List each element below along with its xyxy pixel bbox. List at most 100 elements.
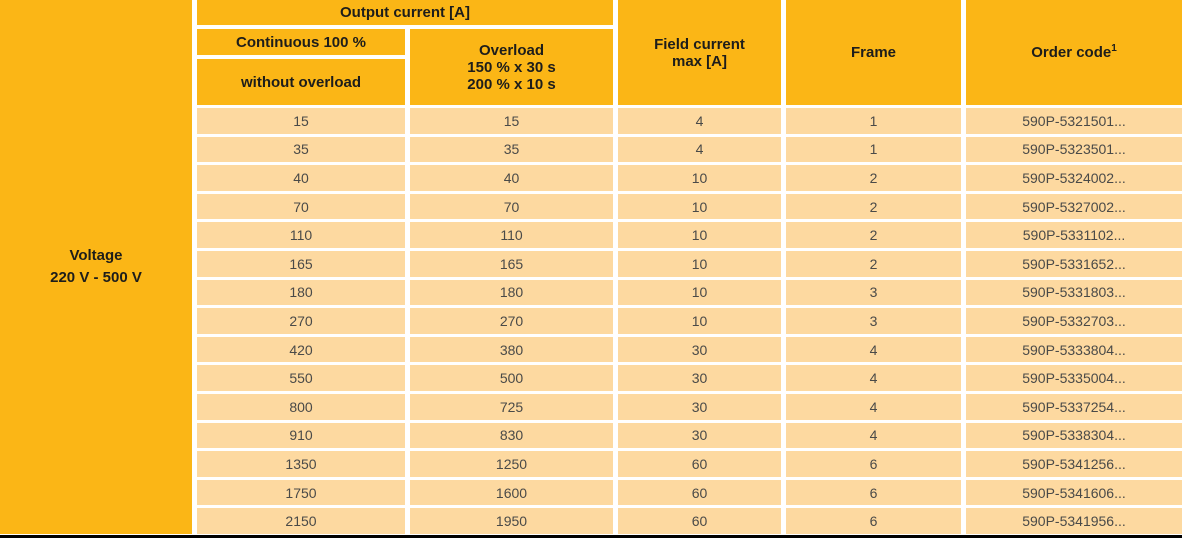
cell-order-code: 590P-5341956...: [966, 508, 1182, 534]
cell-field-current: 30: [618, 365, 781, 391]
cell-field-current: 30: [618, 393, 781, 420]
header-overload-line3: 200 % x 10 s: [467, 75, 556, 93]
cell-frame: 6: [786, 508, 961, 534]
cell-order-code: 590P-5335004...: [966, 365, 1182, 391]
cell-frame: 1: [786, 108, 961, 134]
cell-overload-current: 40: [410, 165, 613, 191]
header-overload-line2: 150 % x 30 s: [467, 58, 556, 76]
cell-field-current: 4: [618, 108, 781, 134]
header-overload: Overload 150 % x 30 s 200 % x 10 s: [410, 29, 613, 105]
header-field-current-line1: Field current: [654, 35, 745, 53]
cell-overload-current: 725: [410, 393, 613, 420]
cell-frame: 2: [786, 193, 961, 220]
cell-order-code: 590P-5341606...: [966, 479, 1182, 506]
cell-continuous-current: 910: [197, 422, 405, 449]
header-order-code: Order code1: [966, 0, 1182, 105]
cell-overload-current: 500: [410, 365, 613, 391]
cell-overload-current: 1600: [410, 479, 613, 506]
cell-frame: 6: [786, 451, 961, 477]
table-main-area: Output current [A] Continuous 100 % with…: [197, 0, 1182, 534]
cell-continuous-current: 550: [197, 365, 405, 391]
voltage-range: 220 V - 500 V: [50, 269, 142, 286]
table-row: 70 70 10 2 590P-5327002...: [197, 193, 1182, 220]
cell-order-code: 590P-5321501...: [966, 108, 1182, 134]
cell-frame: 2: [786, 165, 961, 191]
table-row: 420 380 30 4 590P-5333804...: [197, 336, 1182, 363]
table-row: 270 270 10 3 590P-5332703...: [197, 308, 1182, 334]
cell-continuous-current: 15: [197, 108, 405, 134]
table-row: 40 40 10 2 590P-5324002...: [197, 165, 1182, 191]
cell-order-code: 590P-5338304...: [966, 422, 1182, 449]
table-row: 180 180 10 3 590P-5331803...: [197, 279, 1182, 306]
table-body: 15 15 4 1 590P-5321501... 35 35 4 1 590P…: [197, 108, 1182, 534]
table-row: 910 830 30 4 590P-5338304...: [197, 422, 1182, 449]
header-continuous: Continuous 100 %: [197, 29, 405, 55]
cell-field-current: 4: [618, 136, 781, 163]
order-code-footnote-marker: 1: [1111, 43, 1117, 54]
header-frame: Frame: [786, 0, 961, 105]
table-row: 800 725 30 4 590P-5337254...: [197, 393, 1182, 420]
cell-field-current: 10: [618, 222, 781, 248]
cell-frame: 4: [786, 422, 961, 449]
cell-continuous-current: 40: [197, 165, 405, 191]
cell-field-current: 10: [618, 165, 781, 191]
cell-field-current: 60: [618, 479, 781, 506]
header-order-code-label: Order code1: [1031, 43, 1117, 62]
cell-order-code: 590P-5324002...: [966, 165, 1182, 191]
cell-frame: 1: [786, 136, 961, 163]
voltage-label: Voltage: [69, 247, 123, 264]
cell-frame: 3: [786, 308, 961, 334]
cell-order-code: 590P-5331102...: [966, 222, 1182, 248]
table-row: 550 500 30 4 590P-5335004...: [197, 365, 1182, 391]
cell-order-code: 590P-5337254...: [966, 393, 1182, 420]
cell-overload-current: 1950: [410, 508, 613, 534]
cell-frame: 2: [786, 222, 961, 248]
voltage-merged-cell: Voltage 220 V - 500 V: [0, 0, 192, 534]
cell-continuous-current: 165: [197, 250, 405, 277]
table-row: 15 15 4 1 590P-5321501...: [197, 108, 1182, 134]
cell-continuous-current: 420: [197, 336, 405, 363]
header-continuous-label: Continuous 100 %: [235, 33, 366, 51]
bottom-rule-divider: [0, 535, 1182, 538]
table-row: 165 165 10 2 590P-5331652...: [197, 250, 1182, 277]
cell-order-code: 590P-5331652...: [966, 250, 1182, 277]
cell-frame: 3: [786, 279, 961, 306]
cell-field-current: 10: [618, 308, 781, 334]
cell-order-code: 590P-5323501...: [966, 136, 1182, 163]
cell-order-code: 590P-5331803...: [966, 279, 1182, 306]
cell-continuous-current: 2150: [197, 508, 405, 534]
cell-order-code: 590P-5341256...: [966, 451, 1182, 477]
cell-frame: 2: [786, 250, 961, 277]
header-field-current-line2: max [A]: [671, 52, 727, 70]
cell-continuous-current: 35: [197, 136, 405, 163]
cell-field-current: 30: [618, 422, 781, 449]
cell-overload-current: 15: [410, 108, 613, 134]
cell-field-current: 60: [618, 508, 781, 534]
header-field-current: Field current max [A]: [618, 0, 781, 105]
cell-overload-current: 830: [410, 422, 613, 449]
cell-frame: 4: [786, 393, 961, 420]
cell-overload-current: 110: [410, 222, 613, 248]
cell-overload-current: 165: [410, 250, 613, 277]
cell-field-current: 30: [618, 336, 781, 363]
cell-continuous-current: 180: [197, 279, 405, 306]
header-without-overload-label: without overload: [241, 73, 361, 91]
cell-overload-current: 70: [410, 193, 613, 220]
cell-overload-current: 270: [410, 308, 613, 334]
cell-continuous-current: 270: [197, 308, 405, 334]
header-frame-label: Frame: [850, 44, 897, 61]
header-output-current-label: Output current [A]: [340, 4, 470, 21]
cell-frame: 4: [786, 336, 961, 363]
header-output-current-group: Output current [A]: [197, 0, 613, 25]
cell-frame: 6: [786, 479, 961, 506]
table-row: 1750 1600 60 6 590P-5341606...: [197, 479, 1182, 506]
cell-field-current: 60: [618, 451, 781, 477]
table-row: 1350 1250 60 6 590P-5341256...: [197, 451, 1182, 477]
table-header: Output current [A] Continuous 100 % with…: [197, 0, 1182, 105]
cell-continuous-current: 70: [197, 193, 405, 220]
cell-continuous-current: 1750: [197, 479, 405, 506]
cell-overload-current: 35: [410, 136, 613, 163]
cell-order-code: 590P-5332703...: [966, 308, 1182, 334]
